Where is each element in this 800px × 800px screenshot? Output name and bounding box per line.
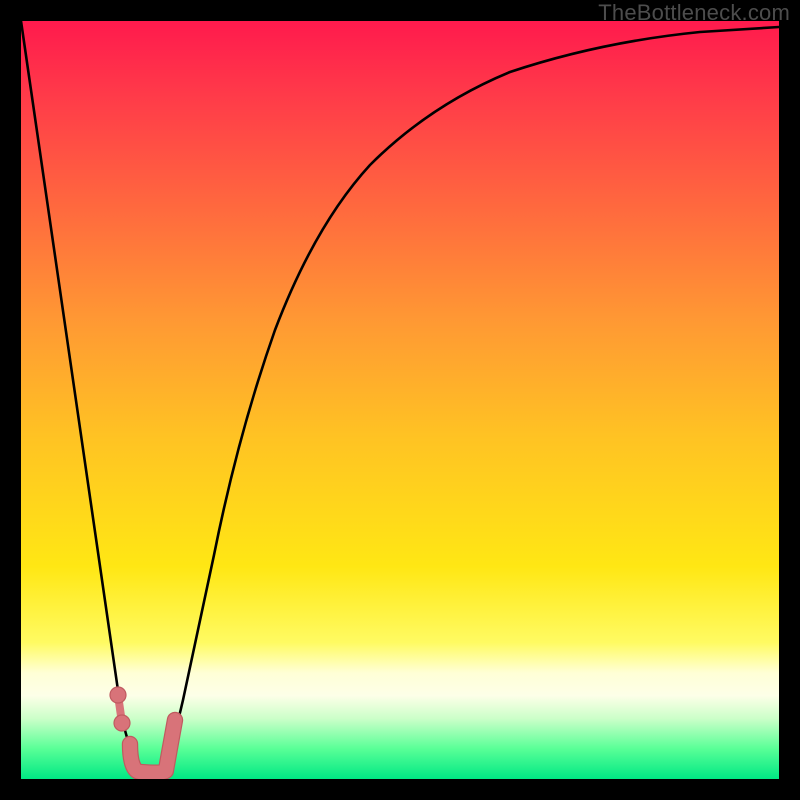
bottleneck-chart xyxy=(0,0,800,800)
heatmap-gradient xyxy=(21,21,779,779)
plot-area xyxy=(21,21,779,779)
chart-frame: TheBottleneck.com xyxy=(0,0,800,800)
